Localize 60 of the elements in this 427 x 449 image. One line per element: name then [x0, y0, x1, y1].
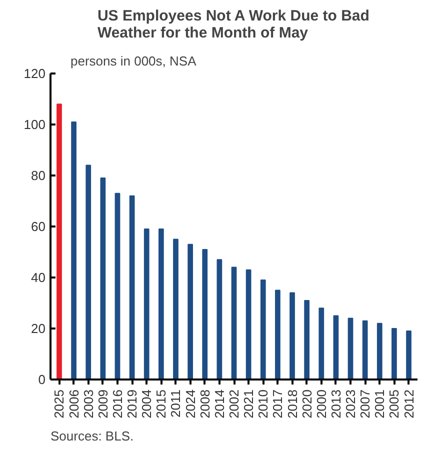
x-tick-label: 2023 [343, 390, 358, 418]
x-tick-label: 2018 [284, 390, 300, 418]
x-tick-label: 2000 [314, 390, 329, 418]
bar [56, 104, 62, 380]
chart-title: US Employees Not A Work Due to Bad Weather for the Month of May [97, 8, 370, 42]
x-tick-label: 2005 [386, 390, 402, 418]
source-note: Sources: BLS. [50, 428, 134, 444]
x-tick-label: 2007 [358, 390, 373, 418]
bar [202, 248, 208, 380]
bar [275, 290, 280, 380]
y-tick-label: 40 [31, 270, 46, 285]
x-tick-label: 2019 [124, 390, 140, 418]
bar [158, 228, 164, 380]
bar [129, 195, 135, 380]
bar [333, 315, 339, 380]
x-tick-label: 2008 [197, 390, 212, 418]
x-tick-label: 2004 [139, 390, 154, 418]
x-tick-label: 2025 [52, 390, 67, 418]
x-tick-label: 2009 [95, 390, 110, 418]
x-tick-label: 2021 [241, 390, 256, 418]
bar [348, 318, 354, 380]
chart-subtitle: persons in 000s, NSA [70, 54, 197, 68]
bar [144, 228, 150, 380]
bar [406, 330, 412, 380]
bar [290, 292, 295, 380]
x-tick-label: 2014 [212, 390, 227, 418]
bar [304, 300, 310, 380]
x-tick-label: 2011 [168, 389, 184, 418]
bar [114, 192, 120, 380]
bar [376, 322, 382, 380]
x-tick-label: 2012 [401, 390, 416, 418]
bar [362, 320, 368, 380]
x-tick-label: 2002 [226, 390, 242, 418]
bar [86, 164, 92, 380]
x-tick-label: 2003 [80, 390, 96, 418]
bar [392, 328, 397, 380]
bar [100, 178, 106, 380]
bar [231, 266, 237, 380]
x-tick-label: 2006 [66, 390, 82, 418]
bar [173, 238, 178, 380]
x-tick-label: 2020 [299, 390, 314, 418]
x-tick-label: 2016 [110, 390, 125, 418]
x-tick-label: 2001 [372, 390, 388, 418]
bar [318, 308, 324, 380]
y-tick-label: 120 [24, 66, 46, 81]
y-tick-label: 60 [31, 219, 46, 234]
bar [260, 280, 266, 380]
bar [246, 269, 252, 380]
bar [216, 259, 222, 380]
y-tick-label: 100 [24, 117, 46, 132]
bar [71, 121, 76, 380]
x-tick-label: 2010 [256, 390, 271, 418]
y-tick-label: 20 [31, 321, 46, 336]
y-tick-label: 80 [31, 168, 46, 183]
x-tick-label: 2024 [182, 390, 198, 418]
bar [188, 244, 193, 380]
x-tick-label: 2013 [328, 390, 344, 418]
x-tick-label: 2017 [270, 390, 286, 418]
y-tick-label: 0 [38, 372, 46, 387]
x-tick-label: 2015 [154, 390, 169, 418]
